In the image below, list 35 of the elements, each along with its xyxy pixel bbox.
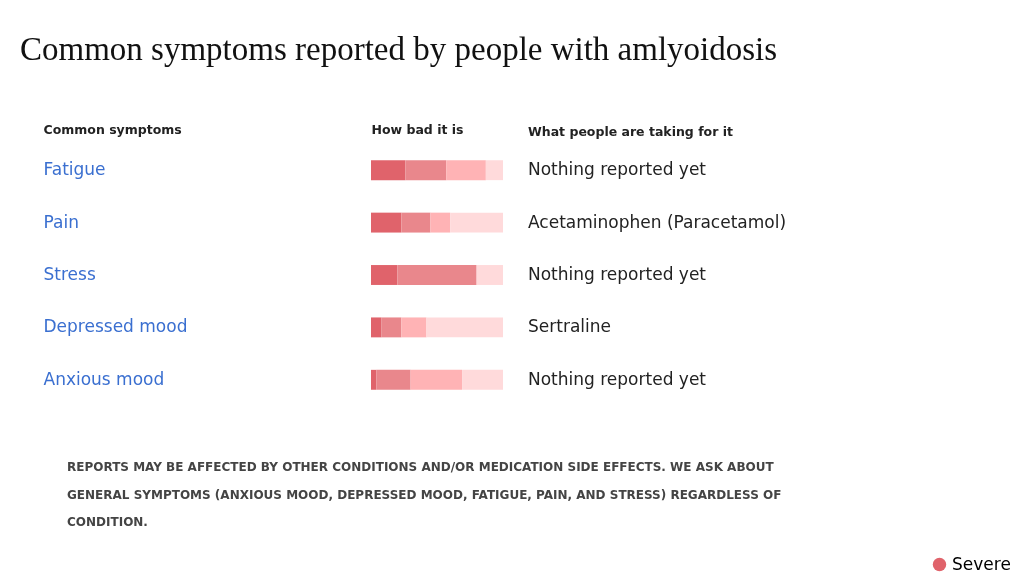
y-tick-label: Stress <box>43 264 96 284</box>
bar <box>450 212 503 233</box>
chart-title: Common symptoms reported by people with amlyoidosis <box>20 31 778 67</box>
text: Acetaminophen (Paracetamol) <box>528 211 787 232</box>
bar <box>376 369 411 390</box>
y-tick-label: Pain <box>43 211 79 232</box>
bar <box>401 212 431 233</box>
bar <box>485 160 503 181</box>
text: REPORTS MAY BE AFFECTED BY OTHER CONDITIONS AND/OR MEDICATION SIDE EFFECTS. WE ASK ABOUT GENERAL SYMPTOMS (ANXIOUS MOOD, DEPRESSED MOOD, FATIGUE, PAIN, AND STRESS) REGARDLESS OF CONDITION. <box>67 460 782 529</box>
bar <box>397 265 477 285</box>
bar <box>401 317 427 338</box>
bar <box>405 160 447 181</box>
bar <box>426 317 503 338</box>
y-tick-label: Fatigue <box>43 159 106 180</box>
y-tick-label: Anxious mood <box>43 368 165 389</box>
bar <box>371 160 406 181</box>
y-tick-label: Depressed mood <box>43 316 188 337</box>
legend-label: Severe <box>952 553 1010 572</box>
bar <box>371 317 382 338</box>
text: Nothing reported yet <box>528 368 707 389</box>
bar <box>446 160 486 181</box>
bar <box>410 369 463 390</box>
bar <box>371 212 402 233</box>
y-axis-title: Common symptoms <box>43 121 182 137</box>
text: Nothing reported yet <box>528 159 707 180</box>
text: Sertraline <box>528 316 611 337</box>
bar <box>371 369 377 390</box>
bar <box>476 265 503 285</box>
bar <box>371 265 398 285</box>
bar <box>462 369 503 390</box>
x-axis-title: How bad it is <box>371 121 464 137</box>
bar <box>430 212 451 233</box>
bar <box>381 317 402 338</box>
text: Nothing reported yet <box>528 264 707 284</box>
text: What people are taking for it <box>528 124 733 139</box>
